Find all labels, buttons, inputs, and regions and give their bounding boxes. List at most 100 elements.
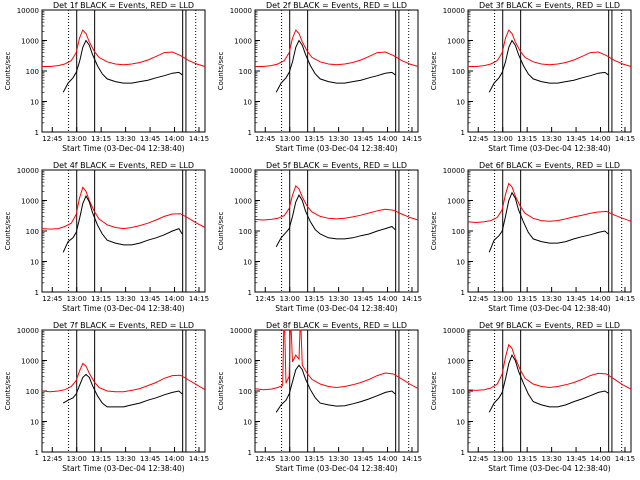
- y-tick-label: 1000: [447, 358, 465, 366]
- plot-frame: [467, 329, 632, 453]
- x-axis-label: Start Time (03-Dec-04 12:38:40): [275, 464, 397, 473]
- y-tick-label: 10: [30, 99, 39, 107]
- series-lld-line: [254, 329, 419, 391]
- y-tick-label: 1: [35, 129, 39, 137]
- detector-chart-9: Det 9f BLACK = Events, RED = LLD 1 10 100 10…: [430, 321, 635, 473]
- x-tick-label: 13:45: [566, 455, 586, 463]
- x-tick-label: 14:00: [377, 295, 397, 303]
- x-tick-label: 13:30: [542, 295, 562, 303]
- x-tick-label: 12:45: [255, 295, 275, 303]
- y-axis-label: Counts/sec: [430, 212, 438, 251]
- series-lld-line: [41, 186, 206, 230]
- y-tick-label: 1: [35, 289, 39, 297]
- plot-frame: [254, 329, 419, 453]
- series-events-line: [275, 194, 396, 248]
- panel-title: Det 4f BLACK = Events, RED = LLD: [53, 161, 194, 170]
- plot-frame: [467, 169, 632, 293]
- y-tick-label: 1000: [447, 198, 465, 206]
- detector-panel-9: Det 9f BLACK = Events, RED = LLD 1 10 100 10…: [426, 320, 639, 480]
- x-tick-label: 13:15: [517, 135, 537, 143]
- series-lld-line: [255, 29, 419, 67]
- y-tick-label: 1000: [447, 38, 465, 46]
- plot-frame: [254, 169, 419, 293]
- series-events-line: [62, 194, 183, 253]
- series-events-line: [62, 39, 183, 93]
- panel-title: Det 3f BLACK = Events, RED = LLD: [479, 1, 620, 10]
- y-tick-label: 1000: [234, 358, 252, 366]
- panel-title: Det 6f BLACK = Events, RED = LLD: [479, 161, 620, 170]
- x-tick-label: 13:00: [280, 295, 300, 303]
- y-tick-label: 1: [461, 449, 465, 457]
- detector-panel-4: Det 4f BLACK = Events, RED = LLD 1 10 100 10…: [0, 160, 213, 320]
- detector-chart-8: Det 8f BLACK = Events, RED = LLD 1 10 100 10…: [217, 321, 422, 473]
- x-tick-label: 13:15: [517, 295, 537, 303]
- y-axis-label: Counts/sec: [430, 52, 438, 91]
- y-tick-label: 100: [26, 388, 39, 396]
- y-tick-label: 10000: [17, 7, 39, 15]
- x-tick-label: 13:15: [517, 455, 537, 463]
- x-tick-label: 13:00: [493, 295, 513, 303]
- detector-panel-3: Det 3f BLACK = Events, RED = LLD 1 10 100 10…: [426, 0, 639, 160]
- x-tick-label: 14:00: [377, 455, 397, 463]
- y-tick-label: 10: [243, 259, 252, 267]
- detector-chart-7: Det 7f BLACK = Events, RED = LLD 1 10 100 10…: [4, 321, 209, 473]
- x-tick-label: 14:15: [189, 135, 209, 143]
- detector-chart-3: Det 3f BLACK = Events, RED = LLD 1 10 100 10…: [430, 1, 635, 153]
- x-tick-label: 13:45: [140, 295, 160, 303]
- plot-frame: [254, 9, 419, 133]
- detector-chart-5: Det 5f BLACK = Events, RED = LLD 1 10 100 10…: [217, 161, 422, 313]
- x-tick-label: 13:45: [566, 295, 586, 303]
- x-tick-label: 13:15: [91, 455, 111, 463]
- y-tick-label: 100: [239, 68, 252, 76]
- x-tick-label: 13:00: [67, 135, 87, 143]
- y-tick-label: 100: [452, 68, 465, 76]
- x-tick-label: 13:00: [67, 455, 87, 463]
- x-tick-label: 13:45: [140, 135, 160, 143]
- series-lld-line: [467, 182, 632, 224]
- y-tick-label: 10000: [17, 327, 39, 335]
- series-events-line: [62, 373, 183, 408]
- y-tick-label: 10: [456, 419, 465, 427]
- x-axis-label: Start Time (03-Dec-04 12:38:40): [62, 144, 184, 153]
- plot-frame: [467, 9, 632, 133]
- y-tick-label: 1000: [234, 198, 252, 206]
- series-lld-line: [41, 362, 206, 393]
- detector-panel-1: Det 1f BLACK = Events, RED = LLD 1 10 100 10…: [0, 0, 213, 160]
- x-axis-label: Start Time (03-Dec-04 12:38:40): [62, 304, 184, 313]
- y-tick-label: 10000: [230, 7, 252, 15]
- x-axis-label: Start Time (03-Dec-04 12:38:40): [275, 144, 397, 153]
- x-tick-label: 13:15: [304, 295, 324, 303]
- x-tick-label: 12:45: [42, 455, 62, 463]
- y-tick-label: 10000: [230, 167, 252, 175]
- x-tick-label: 13:30: [542, 455, 562, 463]
- x-tick-label: 14:00: [590, 455, 610, 463]
- x-tick-label: 13:15: [91, 135, 111, 143]
- x-tick-label: 13:30: [542, 135, 562, 143]
- y-tick-label: 10: [30, 419, 39, 427]
- series-events-line: [488, 39, 609, 93]
- detector-chart-2: Det 2f BLACK = Events, RED = LLD 1 10 100 10…: [217, 1, 422, 153]
- y-tick-label: 1: [248, 449, 252, 457]
- y-tick-label: 100: [239, 388, 252, 396]
- y-tick-label: 1: [461, 289, 465, 297]
- detector-chart-1: Det 1f BLACK = Events, RED = LLD 1 10 100 10…: [4, 1, 209, 153]
- y-axis-label: Counts/sec: [217, 212, 225, 251]
- x-tick-label: 13:45: [566, 135, 586, 143]
- x-tick-label: 14:15: [615, 135, 635, 143]
- y-tick-label: 1000: [234, 38, 252, 46]
- x-tick-label: 14:00: [164, 295, 184, 303]
- y-tick-label: 100: [452, 388, 465, 396]
- x-tick-label: 13:45: [140, 455, 160, 463]
- x-axis-label: Start Time (03-Dec-04 12:38:40): [62, 464, 184, 473]
- detector-panel-5: Det 5f BLACK = Events, RED = LLD 1 10 100 10…: [213, 160, 426, 320]
- series-lld-line: [468, 29, 632, 67]
- x-tick-label: 14:15: [615, 295, 635, 303]
- y-tick-label: 100: [239, 228, 252, 236]
- y-axis-label: Counts/sec: [4, 372, 12, 411]
- plot-frame: [41, 9, 206, 133]
- detector-panel-6: Det 6f BLACK = Events, RED = LLD 1 10 100 10…: [426, 160, 639, 320]
- x-tick-label: 13:15: [304, 455, 324, 463]
- x-axis-label: Start Time (03-Dec-04 12:38:40): [275, 304, 397, 313]
- x-tick-label: 12:45: [42, 135, 62, 143]
- series-lld-line: [467, 343, 632, 391]
